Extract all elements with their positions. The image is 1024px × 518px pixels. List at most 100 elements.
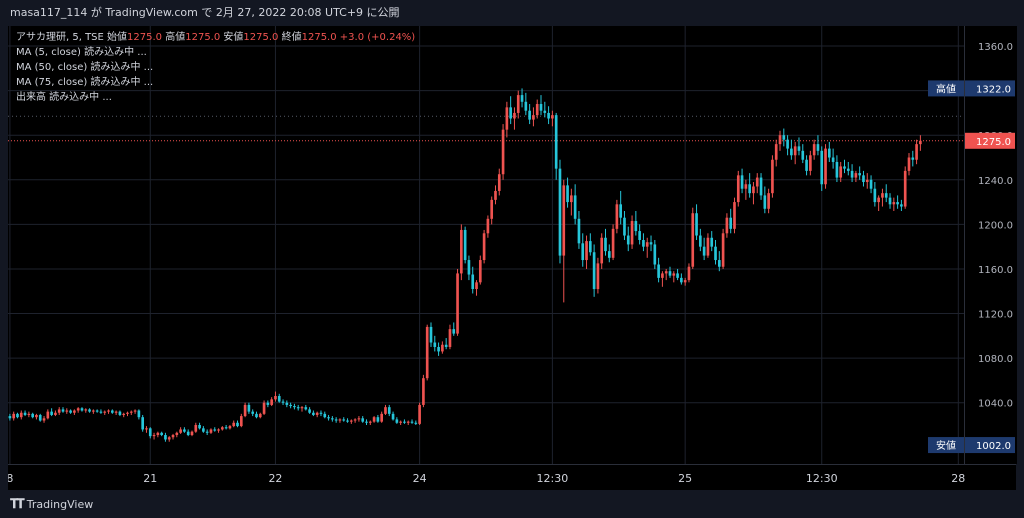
candle-body (494, 190, 497, 200)
candle (733, 197, 736, 234)
candle (209, 428, 213, 434)
tradingview-logo[interactable]: 𝐓𝐓 TradingView (10, 497, 93, 512)
candle (148, 427, 152, 439)
candle (524, 92, 528, 116)
candle (285, 400, 289, 408)
candle-body (27, 413, 31, 415)
candle (774, 139, 778, 167)
candle-body (202, 428, 205, 432)
candle-body (767, 193, 770, 209)
candle-body (277, 396, 281, 402)
candle (452, 322, 456, 336)
candle-body (858, 173, 862, 176)
candle-body (368, 421, 372, 423)
candle (558, 159, 562, 264)
chart-plot-area[interactable] (8, 26, 964, 464)
candle (903, 166, 907, 209)
candle (714, 239, 717, 265)
candle-body (69, 410, 72, 413)
candle (433, 335, 437, 352)
candle (315, 411, 319, 418)
candle (858, 166, 862, 180)
candle-body (653, 244, 657, 265)
candle-body (566, 185, 569, 203)
candle-body (110, 410, 114, 413)
candle (778, 130, 782, 151)
indicator-volume[interactable]: 出来高 読み込み中 ... (16, 92, 112, 103)
candle-body (725, 217, 729, 234)
close-label: 終値 (281, 32, 302, 43)
candle (190, 430, 194, 437)
candle (846, 161, 850, 176)
candle-body (478, 260, 482, 283)
candle-body (733, 202, 736, 229)
candle-body (448, 329, 452, 347)
candle (463, 226, 467, 264)
candle-body (80, 408, 84, 411)
candle (141, 414, 145, 432)
candle (46, 409, 50, 420)
candle (551, 110, 554, 127)
candle-body (755, 177, 759, 187)
candle-body (801, 150, 805, 160)
candle (403, 419, 406, 424)
candle (258, 412, 262, 419)
candle-body (778, 135, 782, 145)
price-tick-label: 1280.0 (978, 131, 1013, 142)
indicator-ma5[interactable]: MA (5, close) 読み込み中 ... (16, 47, 147, 58)
candle (80, 407, 84, 412)
candle (357, 416, 361, 422)
indicator-ma75[interactable]: MA (75, close) 読み込み中 ... (16, 77, 154, 88)
candle-body (600, 237, 604, 264)
candle (88, 408, 91, 413)
candle-body (581, 243, 585, 261)
candle (327, 414, 330, 421)
candle (680, 273, 683, 285)
candlestick-chart[interactable] (8, 26, 964, 464)
candle (349, 419, 353, 424)
candle (884, 184, 888, 203)
footer-bar: 𝐓𝐓 TradingView (0, 490, 1024, 518)
candle (467, 255, 471, 281)
candle (532, 107, 535, 127)
candle (387, 404, 391, 417)
candle (661, 271, 664, 287)
candle-body (372, 417, 376, 422)
candle-body (797, 146, 801, 151)
candle (611, 224, 615, 261)
candle-body (403, 421, 406, 423)
candle-body (467, 260, 471, 275)
time-tick-label: 25 (678, 472, 692, 485)
candle (167, 436, 171, 442)
candle-body (911, 157, 915, 160)
candle (865, 173, 869, 189)
candle-body (205, 431, 209, 433)
candle (896, 195, 899, 209)
candle-body (441, 344, 444, 352)
candle (399, 420, 402, 425)
candle-body (228, 426, 232, 429)
candle (793, 141, 797, 165)
candles (8, 88, 922, 442)
candle-body (884, 193, 888, 198)
indicator-ma50[interactable]: MA (50, close) 読み込み中 ... (16, 62, 154, 73)
candle-body (308, 409, 311, 413)
candle-body (683, 280, 687, 283)
candle (236, 420, 239, 428)
candle (657, 257, 660, 283)
candle-body (380, 413, 384, 422)
candle-body (118, 411, 122, 415)
candle (331, 416, 334, 422)
candle-body (395, 419, 399, 423)
time-axis[interactable]: 8 21 22 24 12:30 25 12:30 28 (6, 464, 1016, 491)
price-axis[interactable]: 1360.0 1320.0 1280.0 1240.0 1200.0 1160.0 1120… (964, 26, 1017, 464)
candle-body (592, 252, 596, 290)
close-value: 1275.0 (301, 32, 337, 43)
candle (296, 404, 300, 411)
candle-body (463, 229, 467, 261)
candle-body (691, 213, 695, 267)
candle-body (475, 282, 478, 290)
candle (619, 190, 623, 225)
candle (478, 255, 482, 285)
price-levels (8, 115, 964, 142)
